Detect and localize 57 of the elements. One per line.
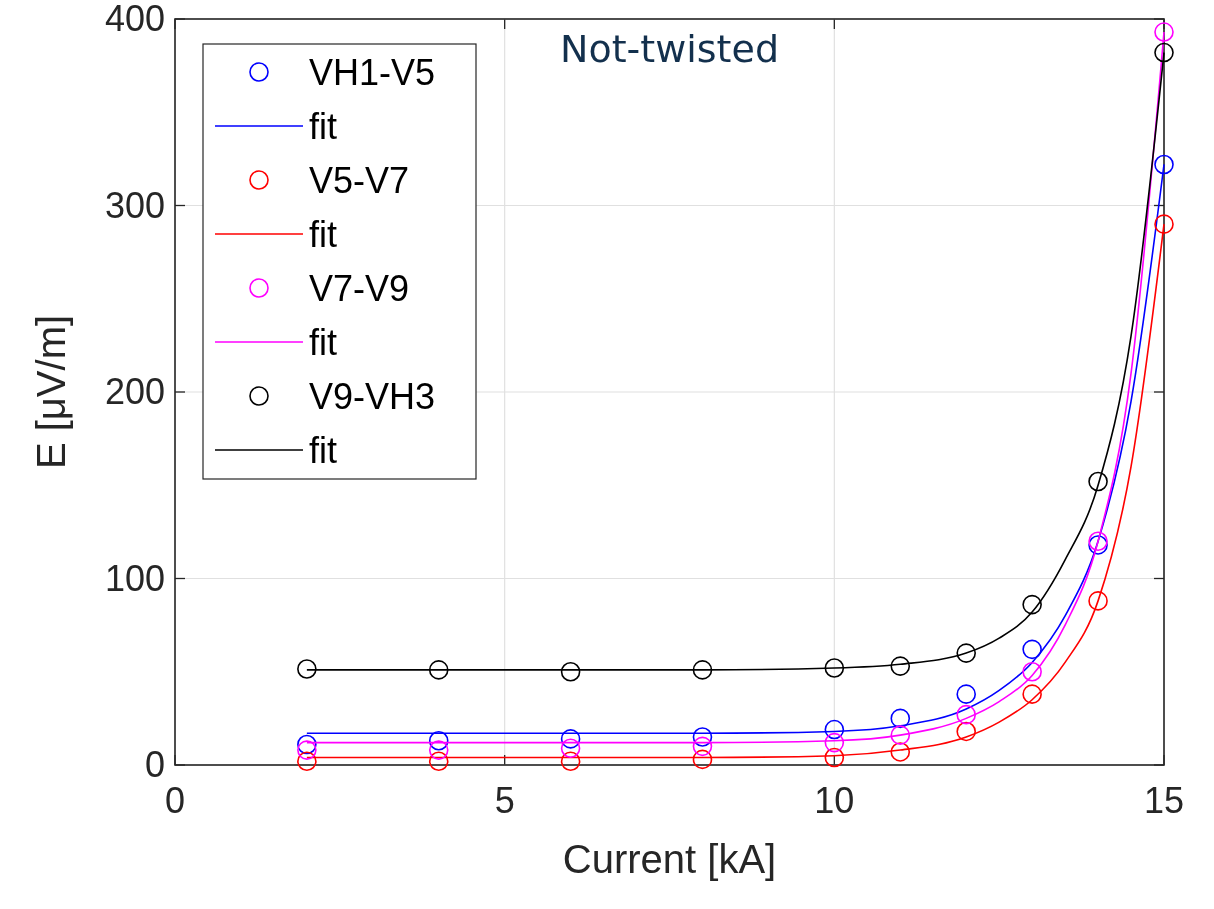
x-axis-title: Current [kA] bbox=[562, 837, 777, 881]
y-tick-label: 400 bbox=[104, 0, 165, 39]
x-tick-label: 15 bbox=[1143, 780, 1185, 821]
point bbox=[560, 729, 581, 749]
point bbox=[824, 747, 845, 768]
point bbox=[956, 721, 976, 742]
legend-label: fit bbox=[309, 106, 338, 147]
point bbox=[1022, 661, 1042, 682]
point bbox=[692, 660, 713, 680]
point bbox=[1088, 471, 1108, 492]
point bbox=[824, 658, 845, 678]
x-tick-label: 10 bbox=[814, 780, 855, 821]
x-tick-label: 5 bbox=[494, 780, 515, 821]
point bbox=[428, 740, 449, 760]
point bbox=[1022, 684, 1042, 704]
point bbox=[1154, 154, 1174, 175]
point bbox=[890, 742, 911, 762]
point bbox=[692, 727, 713, 747]
point bbox=[1154, 214, 1174, 234]
point bbox=[956, 704, 976, 725]
point bbox=[428, 751, 449, 772]
point bbox=[1154, 22, 1174, 42]
legend-label: VH1-V5 bbox=[309, 52, 436, 93]
y-tick-label: 0 bbox=[144, 744, 165, 785]
point bbox=[1088, 591, 1108, 611]
point bbox=[956, 643, 976, 663]
chart-title: Not-twisted bbox=[559, 27, 780, 71]
point bbox=[560, 661, 581, 682]
point bbox=[1022, 639, 1042, 660]
point bbox=[890, 656, 911, 676]
point bbox=[890, 708, 911, 729]
point bbox=[297, 751, 317, 772]
legend-label: V7-V9 bbox=[309, 268, 410, 309]
point bbox=[297, 659, 317, 679]
point bbox=[1022, 594, 1042, 615]
point bbox=[1154, 42, 1174, 63]
point bbox=[890, 725, 911, 745]
legend-label: V9-VH3 bbox=[309, 376, 436, 417]
point bbox=[297, 740, 317, 760]
point bbox=[692, 736, 713, 757]
y-tick-label: 300 bbox=[104, 184, 165, 226]
point bbox=[956, 684, 976, 704]
point bbox=[297, 734, 317, 755]
legend-label: fit bbox=[309, 322, 338, 363]
point bbox=[560, 751, 581, 772]
point bbox=[824, 732, 845, 753]
point bbox=[428, 660, 449, 680]
point bbox=[824, 719, 845, 740]
y-tick-label: 200 bbox=[104, 371, 165, 412]
y-axis-title: E [μV/m] bbox=[29, 314, 73, 470]
point bbox=[692, 749, 713, 770]
y-tick-label: 100 bbox=[104, 557, 165, 599]
legend-label: fit bbox=[309, 430, 338, 471]
legend-label: fit bbox=[309, 214, 338, 255]
legend-label: V5-V7 bbox=[309, 160, 410, 201]
point bbox=[560, 738, 581, 758]
point bbox=[428, 730, 449, 751]
